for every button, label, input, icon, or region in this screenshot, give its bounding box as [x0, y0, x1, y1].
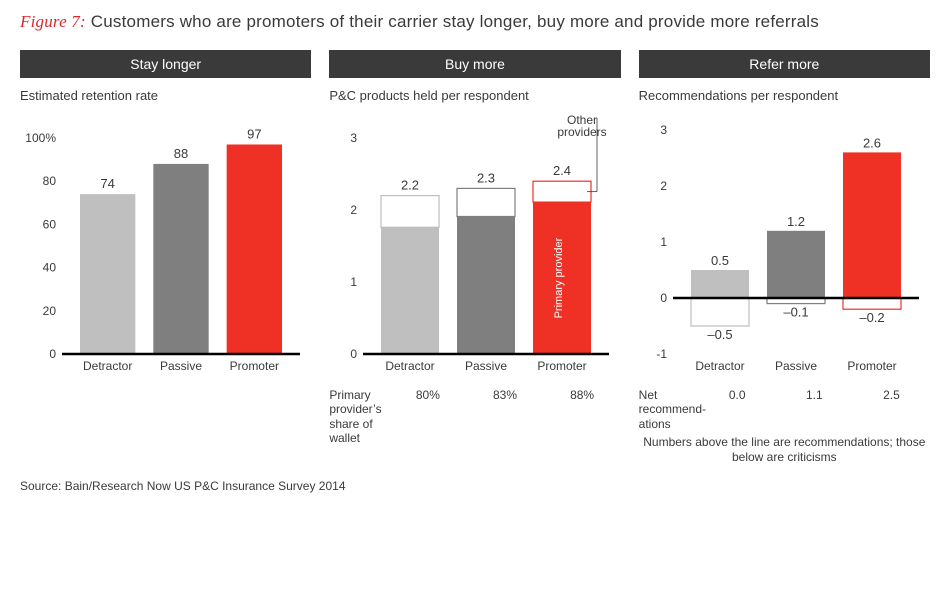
panel3-net-value: 2.5	[853, 388, 930, 431]
svg-text:0: 0	[351, 347, 358, 361]
panels-row: Stay longer Estimated retention rate 020…	[20, 50, 930, 465]
svg-text:97: 97	[247, 126, 261, 141]
panel2-header: Buy more	[329, 50, 620, 78]
svg-text:20: 20	[43, 304, 57, 318]
svg-text:2.4: 2.4	[553, 163, 571, 178]
panel2-share-value: 88%	[544, 388, 621, 446]
svg-text:60: 60	[43, 217, 57, 231]
panel1-chart: 0 20 40 60 80 100% 74 Detractor 88 Passive 97 Promo…	[20, 110, 311, 380]
svg-text:Promoter: Promoter	[847, 359, 896, 373]
svg-text:2.6: 2.6	[863, 135, 881, 150]
svg-text:80: 80	[43, 174, 57, 188]
panel3-below-label: Net recommend-ations	[639, 388, 699, 431]
panel3-svg: -1 0 1 2 3 0.5 –0.5 Detractor 1.2 –0.1 Passive 2.6 –…	[639, 110, 929, 380]
panel-buy-more: Buy more P&C products held per responden…	[329, 50, 620, 465]
panel2-below-values: 80%83%88%	[389, 388, 620, 446]
svg-text:Detractor: Detractor	[695, 359, 744, 373]
panel2-subtitle: P&C products held per respondent	[329, 88, 620, 104]
svg-text:–0.5: –0.5	[707, 327, 732, 342]
svg-text:40: 40	[43, 261, 57, 275]
panel2-svg: 01232.2Detractor2.3Passive2.4PromoterOth…	[329, 110, 619, 380]
svg-text:Promoter: Promoter	[230, 359, 279, 373]
svg-text:Detractor: Detractor	[83, 359, 132, 373]
svg-text:2.2: 2.2	[401, 178, 419, 193]
svg-text:1: 1	[351, 275, 358, 289]
svg-text:100%: 100%	[25, 131, 56, 145]
panel3-net-value: 0.0	[699, 388, 776, 431]
svg-text:3: 3	[351, 131, 358, 145]
svg-text:1: 1	[660, 235, 667, 249]
panel2-share-value: 80%	[389, 388, 466, 446]
svg-text:–0.1: –0.1	[783, 305, 808, 320]
svg-text:0.5: 0.5	[711, 253, 729, 268]
panel3-below: Net recommend-ations 0.01.12.5	[639, 388, 930, 431]
panel3-footnote: Numbers above the line are recommendatio…	[639, 435, 930, 465]
figure-title: Figure 7: Customers who are promoters of…	[20, 12, 930, 32]
svg-text:-1: -1	[656, 347, 667, 361]
svg-text:Passive: Passive	[465, 359, 507, 373]
panel1-svg: 0 20 40 60 80 100% 74 Detractor 88 Passive 97 Promo…	[20, 110, 310, 380]
svg-text:Detractor: Detractor	[386, 359, 435, 373]
svg-text:–0.2: –0.2	[859, 310, 884, 325]
panel3-net-value: 1.1	[776, 388, 853, 431]
panel3-header: Refer more	[639, 50, 930, 78]
panel-stay-longer: Stay longer Estimated retention rate 0 20…	[20, 50, 311, 465]
panel-refer-more: Refer more Recommendations per responden…	[639, 50, 930, 465]
svg-text:74: 74	[100, 176, 114, 191]
figure-number: Figure 7:	[20, 12, 86, 31]
svg-text:3: 3	[660, 123, 667, 137]
svg-text:Primary provider: Primary provider	[553, 237, 565, 318]
panel1-subtitle: Estimated retention rate	[20, 88, 311, 104]
svg-text:2: 2	[351, 203, 358, 217]
svg-text:0: 0	[49, 347, 56, 361]
panel2-share-value: 83%	[466, 388, 543, 446]
svg-text:1.2: 1.2	[787, 214, 805, 229]
panel3-subtitle: Recommendations per respondent	[639, 88, 930, 104]
panel2-chart: 01232.2Detractor2.3Passive2.4PromoterOth…	[329, 110, 620, 380]
panel2-below-label: Primary provider’s share of wallet	[329, 388, 389, 446]
svg-text:Promoter: Promoter	[538, 359, 587, 373]
svg-text:2.3: 2.3	[477, 170, 495, 185]
svg-text:Passive: Passive	[160, 359, 202, 373]
panel2-below: Primary provider’s share of wallet 80%83…	[329, 388, 620, 446]
panel3-chart: -1 0 1 2 3 0.5 –0.5 Detractor 1.2 –0.1 Passive 2.6 –…	[639, 110, 930, 380]
panel1-header: Stay longer	[20, 50, 311, 78]
svg-text:providers: providers	[558, 125, 607, 139]
svg-text:2: 2	[660, 179, 667, 193]
source-line: Source: Bain/Research Now US P&C Insuran…	[20, 479, 930, 493]
figure-title-text: Customers who are promoters of their car…	[91, 12, 819, 31]
svg-text:Passive: Passive	[775, 359, 817, 373]
svg-text:88: 88	[174, 146, 188, 161]
panel3-below-values: 0.01.12.5	[699, 388, 930, 431]
svg-text:0: 0	[660, 291, 667, 305]
